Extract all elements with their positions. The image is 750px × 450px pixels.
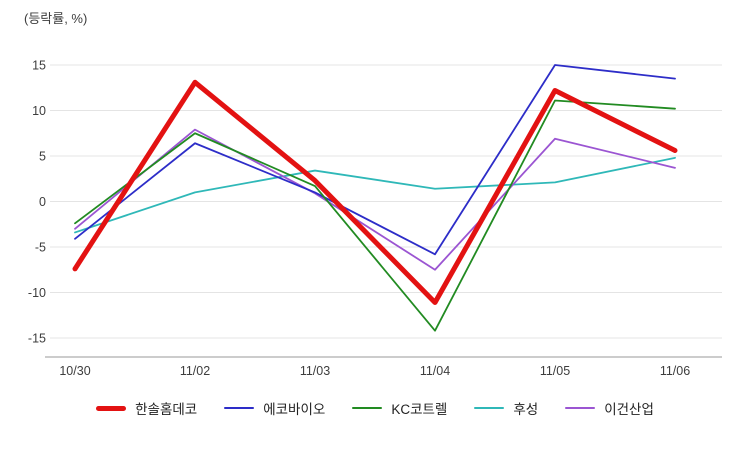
legend-label-3: 후성 [513, 402, 539, 417]
y-axis-unit-label: (등락률, %) [24, 11, 88, 26]
series-line-2 [74, 99, 676, 332]
legend-line-swatch-1 [224, 407, 255, 409]
y-axis-tick-label: 10 [32, 104, 46, 118]
x-axis-tick-label: 10/30 [59, 364, 90, 378]
series-line-1 [74, 64, 676, 256]
x-axis-tick-label: 11/03 [300, 364, 330, 378]
legend-label-2: KC코트렐 [391, 402, 448, 417]
y-axis-tick-label: 0 [39, 195, 46, 209]
legend-item-1: 에코바이오 [224, 398, 325, 418]
series-line-0 [72, 79, 678, 306]
legend-line-swatch-0 [96, 405, 127, 411]
plot-area: 15 10 5 0 -5 -10 -15 10/30 11/02 11/03 11/04 11/05 1… [28, 59, 722, 378]
legend-label-1: 에코바이오 [263, 402, 326, 417]
legend-item-4: 이건산업 [565, 398, 654, 418]
y-axis-tick-label: -15 [28, 332, 46, 346]
y-axis-tick-label: 15 [32, 59, 46, 73]
legend-item-3: 후성 [474, 398, 538, 418]
legend-item-0: 한솔홈데코 [96, 398, 197, 418]
legend-line-swatch-3 [474, 407, 505, 409]
legend-label-0: 한솔홈데코 [135, 402, 198, 417]
y-axis-tick-label: -5 [35, 241, 46, 255]
legend-label-4: 이건산업 [604, 402, 654, 417]
legend-line-swatch-2 [352, 407, 383, 409]
series-line-3 [74, 156, 676, 234]
x-axis-tick-label: 11/06 [660, 364, 690, 378]
x-axis-tick-label: 11/02 [180, 364, 210, 378]
series-line-4 [74, 128, 676, 271]
y-axis-tick-label: 5 [39, 150, 46, 164]
legend: 한솔홈데코 에코바이오 KC코트렐 후성 이건산업 [0, 398, 750, 418]
legend-item-2: KC코트렐 [352, 398, 447, 418]
y-axis-tick-label: -10 [28, 286, 46, 300]
x-axis-tick-label: 11/05 [540, 364, 570, 378]
legend-line-swatch-4 [565, 407, 596, 409]
x-axis-tick-label: 11/04 [420, 364, 450, 378]
